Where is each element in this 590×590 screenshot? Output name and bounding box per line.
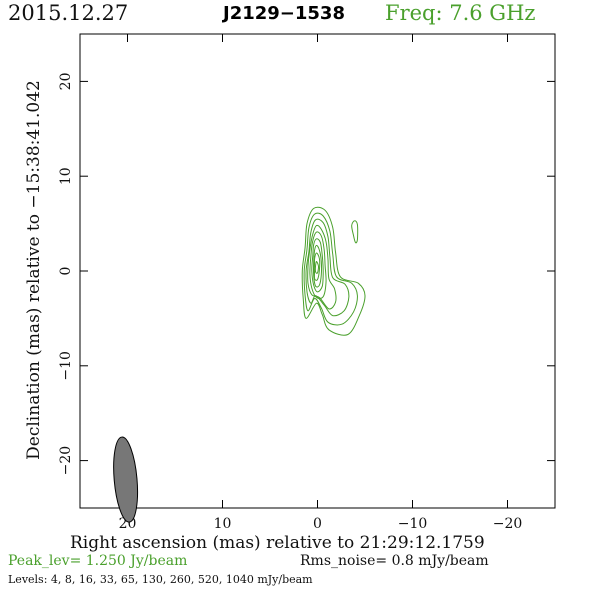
- contour-c5: [309, 231, 327, 300]
- x-tick-label: −20: [493, 516, 523, 532]
- x-tick-label: 10: [214, 516, 232, 532]
- source-name: J2129−1538: [223, 3, 345, 24]
- contour-c8: [313, 252, 321, 281]
- x-axis-label: Right ascension (mas) relative to 21:29:…: [70, 533, 485, 553]
- contour-c4: [307, 224, 337, 310]
- contour-c9: [314, 260, 320, 274]
- y-tick-label: −10: [58, 351, 74, 381]
- contour-c2: [303, 212, 358, 326]
- contour-c10: [351, 220, 359, 244]
- observation-date: 2015.12.27: [8, 1, 129, 25]
- y-tick-label: 0: [58, 267, 74, 276]
- frequency-label: Freq: 7.6 GHz: [385, 1, 536, 25]
- x-tick-label: −10: [398, 516, 428, 532]
- y-tick-label: 10: [58, 167, 74, 185]
- x-tick-label: 0: [313, 516, 322, 532]
- contour-c6: [311, 238, 324, 293]
- contour-c3: [305, 218, 350, 317]
- rms-noise: Rms_noise= 0.8 mJy/beam: [300, 553, 489, 569]
- contour-c7: [313, 244, 323, 288]
- contour-c1: [301, 206, 366, 336]
- contour-levels: Levels: 4, 8, 16, 33, 65, 130, 260, 520,…: [8, 573, 313, 586]
- peak-level: Peak_lev= 1.250 Jy/beam: [8, 553, 188, 569]
- plot-frame: [79, 33, 556, 509]
- y-axis-label: Declination (mas) relative to −15:38:41.…: [24, 80, 44, 460]
- beam-ellipse: [113, 436, 139, 523]
- y-tick-label: −20: [58, 446, 74, 476]
- y-tick-label: 20: [58, 72, 74, 90]
